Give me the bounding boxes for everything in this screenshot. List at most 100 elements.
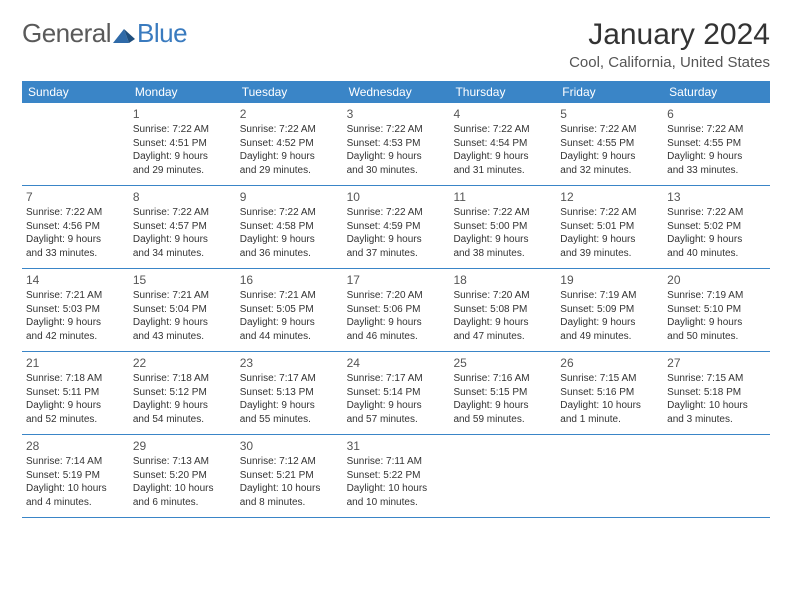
day-d2: and 49 minutes. [560,330,659,344]
day-d1: Daylight: 9 hours [133,316,232,330]
title-block: January 2024 Cool, California, United St… [569,18,770,71]
day-sunrise: Sunrise: 7:11 AM [347,455,446,469]
day-number: 28 [26,438,125,454]
day-cell: 21Sunrise: 7:18 AMSunset: 5:11 PMDayligh… [22,352,129,434]
day-cell [22,103,129,185]
day-d1: Daylight: 9 hours [347,233,446,247]
day-sunrise: Sunrise: 7:22 AM [133,206,232,220]
day-sunset: Sunset: 4:55 PM [560,137,659,151]
day-number: 17 [347,272,446,288]
day-cell: 30Sunrise: 7:12 AMSunset: 5:21 PMDayligh… [236,435,343,517]
day-sunset: Sunset: 5:03 PM [26,303,125,317]
day-d1: Daylight: 9 hours [667,233,766,247]
weekday-header: Saturday [663,81,770,103]
day-sunset: Sunset: 4:58 PM [240,220,339,234]
day-number: 14 [26,272,125,288]
day-sunset: Sunset: 5:10 PM [667,303,766,317]
day-d2: and 8 minutes. [240,496,339,510]
day-cell: 19Sunrise: 7:19 AMSunset: 5:09 PMDayligh… [556,269,663,351]
day-sunset: Sunset: 5:19 PM [26,469,125,483]
day-d2: and 33 minutes. [667,164,766,178]
day-number: 24 [347,355,446,371]
day-d2: and 30 minutes. [347,164,446,178]
day-sunset: Sunset: 5:04 PM [133,303,232,317]
day-d1: Daylight: 9 hours [26,233,125,247]
day-number: 31 [347,438,446,454]
day-sunset: Sunset: 5:22 PM [347,469,446,483]
day-sunrise: Sunrise: 7:22 AM [560,206,659,220]
day-d1: Daylight: 9 hours [560,150,659,164]
day-sunrise: Sunrise: 7:22 AM [667,123,766,137]
day-d2: and 34 minutes. [133,247,232,261]
day-number: 23 [240,355,339,371]
day-sunrise: Sunrise: 7:22 AM [453,206,552,220]
day-d2: and 43 minutes. [133,330,232,344]
day-sunset: Sunset: 4:51 PM [133,137,232,151]
day-sunset: Sunset: 5:01 PM [560,220,659,234]
location: Cool, California, United States [569,54,770,71]
day-cell [449,435,556,517]
day-cell: 28Sunrise: 7:14 AMSunset: 5:19 PMDayligh… [22,435,129,517]
day-d1: Daylight: 9 hours [26,316,125,330]
day-sunset: Sunset: 5:08 PM [453,303,552,317]
day-number: 27 [667,355,766,371]
week-row: 21Sunrise: 7:18 AMSunset: 5:11 PMDayligh… [22,352,770,435]
day-d1: Daylight: 10 hours [347,482,446,496]
day-sunset: Sunset: 4:53 PM [347,137,446,151]
day-cell: 18Sunrise: 7:20 AMSunset: 5:08 PMDayligh… [449,269,556,351]
day-number: 19 [560,272,659,288]
day-sunset: Sunset: 5:15 PM [453,386,552,400]
weekday-header: Monday [129,81,236,103]
day-cell: 25Sunrise: 7:16 AMSunset: 5:15 PMDayligh… [449,352,556,434]
day-sunrise: Sunrise: 7:17 AM [240,372,339,386]
day-sunset: Sunset: 4:54 PM [453,137,552,151]
day-d2: and 47 minutes. [453,330,552,344]
day-number: 18 [453,272,552,288]
day-sunrise: Sunrise: 7:18 AM [26,372,125,386]
day-cell [663,435,770,517]
calendar: SundayMondayTuesdayWednesdayThursdayFrid… [22,81,770,518]
day-d1: Daylight: 9 hours [240,316,339,330]
day-d1: Daylight: 9 hours [26,399,125,413]
day-sunrise: Sunrise: 7:22 AM [560,123,659,137]
day-number: 2 [240,106,339,122]
day-d1: Daylight: 9 hours [560,233,659,247]
day-sunset: Sunset: 4:59 PM [347,220,446,234]
day-d1: Daylight: 9 hours [347,150,446,164]
day-d2: and 3 minutes. [667,413,766,427]
day-sunrise: Sunrise: 7:19 AM [560,289,659,303]
day-d1: Daylight: 9 hours [453,150,552,164]
day-cell: 10Sunrise: 7:22 AMSunset: 4:59 PMDayligh… [343,186,450,268]
weekday-header: Thursday [449,81,556,103]
day-d1: Daylight: 10 hours [133,482,232,496]
day-cell: 9Sunrise: 7:22 AMSunset: 4:58 PMDaylight… [236,186,343,268]
day-sunset: Sunset: 5:02 PM [667,220,766,234]
day-sunrise: Sunrise: 7:12 AM [240,455,339,469]
day-number: 10 [347,189,446,205]
logo-text-blue: Blue [137,18,187,49]
day-d1: Daylight: 9 hours [667,150,766,164]
day-d1: Daylight: 10 hours [240,482,339,496]
day-d2: and 37 minutes. [347,247,446,261]
day-cell: 12Sunrise: 7:22 AMSunset: 5:01 PMDayligh… [556,186,663,268]
day-d2: and 39 minutes. [560,247,659,261]
day-sunset: Sunset: 4:52 PM [240,137,339,151]
day-sunset: Sunset: 5:11 PM [26,386,125,400]
day-number: 12 [560,189,659,205]
day-sunrise: Sunrise: 7:21 AM [26,289,125,303]
day-cell: 27Sunrise: 7:15 AMSunset: 5:18 PMDayligh… [663,352,770,434]
day-cell: 6Sunrise: 7:22 AMSunset: 4:55 PMDaylight… [663,103,770,185]
day-cell: 7Sunrise: 7:22 AMSunset: 4:56 PMDaylight… [22,186,129,268]
day-number: 30 [240,438,339,454]
day-sunset: Sunset: 5:12 PM [133,386,232,400]
day-d1: Daylight: 9 hours [560,316,659,330]
day-d2: and 29 minutes. [133,164,232,178]
weekday-header: Friday [556,81,663,103]
day-d2: and 44 minutes. [240,330,339,344]
day-cell: 5Sunrise: 7:22 AMSunset: 4:55 PMDaylight… [556,103,663,185]
day-cell: 13Sunrise: 7:22 AMSunset: 5:02 PMDayligh… [663,186,770,268]
day-sunrise: Sunrise: 7:22 AM [133,123,232,137]
day-number: 8 [133,189,232,205]
day-cell: 31Sunrise: 7:11 AMSunset: 5:22 PMDayligh… [343,435,450,517]
day-d1: Daylight: 9 hours [347,399,446,413]
